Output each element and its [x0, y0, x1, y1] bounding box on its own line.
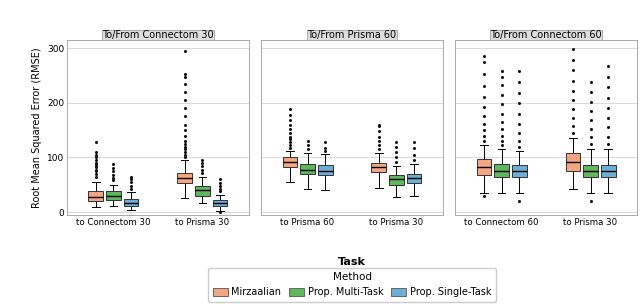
PathPatch shape [300, 164, 315, 174]
Y-axis label: Root Mean Squared Error (RMSE): Root Mean Squared Error (RMSE) [31, 47, 42, 208]
PathPatch shape [389, 175, 404, 185]
PathPatch shape [177, 173, 192, 183]
Legend: Mirzaalian, Prop. Multi-Task, Prop. Single-Task: Mirzaalian, Prop. Multi-Task, Prop. Sing… [208, 268, 496, 302]
PathPatch shape [283, 157, 298, 167]
PathPatch shape [477, 159, 492, 175]
PathPatch shape [512, 165, 527, 177]
PathPatch shape [406, 174, 421, 183]
Text: To/From Connectom 30: To/From Connectom 30 [102, 30, 214, 40]
Text: Task: Task [338, 258, 366, 267]
PathPatch shape [566, 153, 580, 171]
PathPatch shape [318, 165, 333, 175]
PathPatch shape [195, 186, 210, 196]
PathPatch shape [106, 191, 121, 200]
PathPatch shape [583, 165, 598, 177]
Text: To/From Connectom 60: To/From Connectom 60 [490, 30, 602, 40]
PathPatch shape [88, 191, 103, 201]
PathPatch shape [371, 163, 386, 172]
PathPatch shape [212, 200, 227, 206]
PathPatch shape [601, 165, 616, 177]
Text: To/From Prisma 60: To/From Prisma 60 [307, 30, 397, 40]
PathPatch shape [494, 164, 509, 177]
PathPatch shape [124, 199, 138, 206]
